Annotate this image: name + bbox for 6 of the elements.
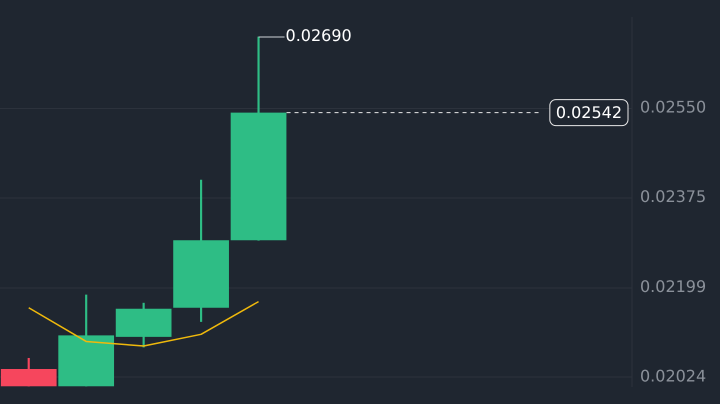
y-tick-label: 0.02550 bbox=[640, 98, 706, 117]
y-tick-label: 0.02024 bbox=[640, 366, 706, 386]
ref-line-label: 0.02542 bbox=[556, 102, 622, 122]
annotation: 0.02690 bbox=[286, 26, 352, 46]
y-tick-label: 0.02375 bbox=[640, 187, 706, 206]
y-tick-label: 0.02199 bbox=[640, 276, 706, 296]
